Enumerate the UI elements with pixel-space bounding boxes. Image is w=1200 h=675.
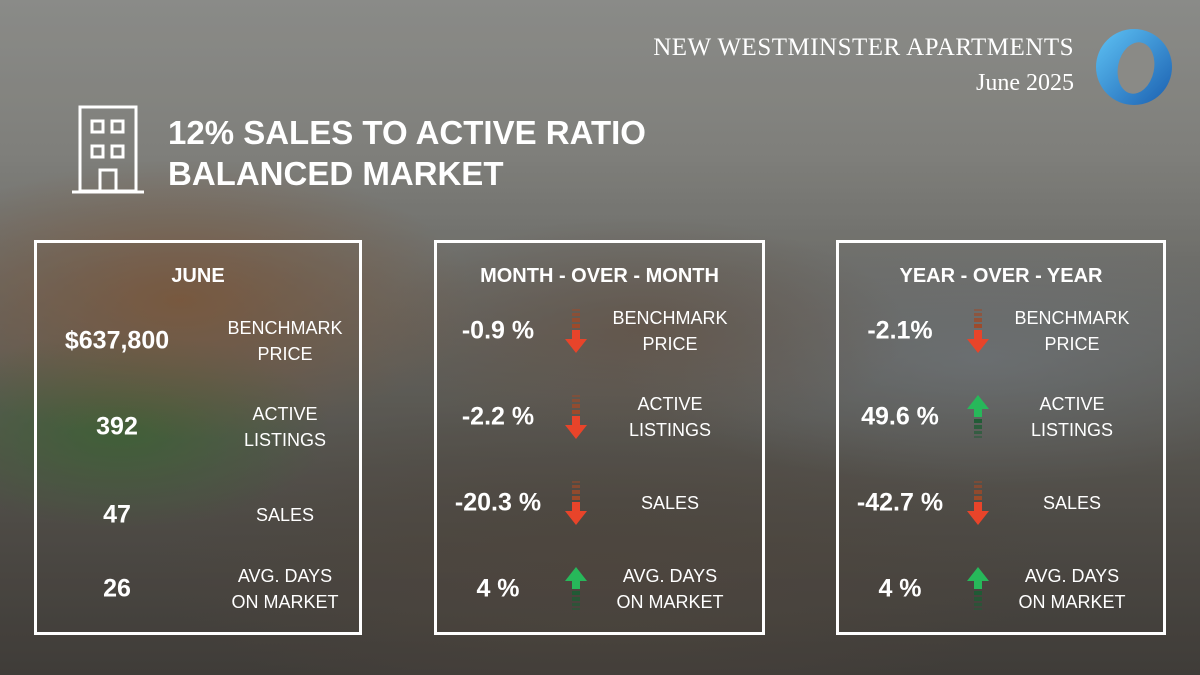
sales-ratio-text: 12% SALES TO ACTIVE RATIO <box>168 114 646 151</box>
trend-down-arrow-icon <box>967 309 989 353</box>
stat-row-benchmark: $637,800 BENCHMARK PRICE <box>37 311 359 371</box>
stat-value: $637,800 <box>64 326 170 355</box>
june-panel: JUNE $637,800 BENCHMARK PRICE 392 ACTIVE… <box>34 240 362 635</box>
stat-value: -0.9 % <box>461 316 535 345</box>
panel-title: MONTH - OVER - MONTH <box>480 265 719 287</box>
stat-label-line: ACTIVE <box>1039 394 1105 414</box>
stat-row-benchmark: -0.9 % BENCHMARK PRICE <box>437 301 762 361</box>
stat-label-line: PRICE <box>1044 334 1100 354</box>
stat-label: AVG. DAYS ON MARKET <box>205 563 365 615</box>
trend-up-arrow-icon <box>967 395 989 438</box>
stat-label: SALES <box>997 490 1147 516</box>
stat-label-line: ON MARKET <box>1018 592 1126 612</box>
stat-value: 4 % <box>878 574 922 603</box>
panel-title: YEAR - OVER - YEAR <box>899 265 1103 287</box>
stat-value: 4 % <box>476 574 520 603</box>
trend-down-arrow-icon <box>565 481 587 525</box>
stat-row-days: 4 % AVG. DAYS ON MARKET <box>437 559 762 619</box>
building-icon <box>72 105 144 194</box>
market-headline: 12% SALES TO ACTIVE RATIO BALANCED MARKE… <box>168 112 646 194</box>
stat-label-line: ON MARKET <box>616 592 724 612</box>
stat-label-line: AVG. DAYS <box>622 566 718 586</box>
report-date: June 2025 <box>976 70 1074 96</box>
trend-up-arrow-icon <box>967 567 989 610</box>
stat-label: AVG. DAYS ON MARKET <box>997 563 1147 615</box>
stat-row-active: -2.2 % ACTIVE LISTINGS <box>437 387 762 447</box>
stat-row-sales: 47 SALES <box>37 485 359 545</box>
stat-value: -20.3 % <box>454 488 542 517</box>
stat-row-benchmark: -2.1% BENCHMARK PRICE <box>839 301 1163 361</box>
trend-down-arrow-icon <box>565 309 587 353</box>
market-condition-text: BALANCED MARKET <box>168 155 504 192</box>
panel-title: JUNE <box>171 265 225 287</box>
stat-label: BENCHMARK PRICE <box>997 305 1147 357</box>
stat-row-sales: -42.7 % SALES <box>839 473 1163 533</box>
stat-row-days: 26 AVG. DAYS ON MARKET <box>37 559 359 619</box>
stat-label-line: LISTINGS <box>1030 420 1114 440</box>
stat-label-line: SALES <box>1042 493 1102 513</box>
stat-value: 26 <box>103 574 131 603</box>
stat-label: BENCHMARK PRICE <box>595 305 745 357</box>
stat-row-days: 4 % AVG. DAYS ON MARKET <box>839 559 1163 619</box>
stat-label-line: SALES <box>640 493 700 513</box>
stat-label: ACTIVE LISTINGS <box>997 391 1147 443</box>
stat-label: BENCHMARK PRICE <box>205 315 365 367</box>
stat-label: SALES <box>595 490 745 516</box>
stat-value: 49.6 % <box>861 402 939 431</box>
stat-value: 392 <box>96 412 138 441</box>
stat-label-line: BENCHMARK <box>612 308 728 328</box>
trend-down-arrow-icon <box>565 395 587 439</box>
stat-row-active: 392 ACTIVE LISTINGS <box>37 397 359 457</box>
stat-value: -2.2 % <box>461 402 535 431</box>
stat-label: AVG. DAYS ON MARKET <box>595 563 745 615</box>
stat-value: -2.1% <box>867 316 933 345</box>
year-over-year-panel: YEAR - OVER - YEAR -2.1% BENCHMARK PRICE… <box>836 240 1166 635</box>
month-over-month-panel: MONTH - OVER - MONTH -0.9 % BENCHMARK PR… <box>434 240 765 635</box>
stat-label-line: BENCHMARK <box>1014 308 1130 328</box>
stat-label-line: ACTIVE <box>252 404 318 424</box>
stat-label-line: ACTIVE <box>637 394 703 414</box>
stat-label: ACTIVE LISTINGS <box>205 401 365 453</box>
stat-label-line: PRICE <box>642 334 698 354</box>
stat-label-line: AVG. DAYS <box>1024 566 1120 586</box>
stat-value: 47 <box>103 500 131 529</box>
stat-label-line: SALES <box>255 505 315 525</box>
stat-label-line: PRICE <box>257 344 313 364</box>
stat-label: ACTIVE LISTINGS <box>595 391 745 443</box>
stat-value: -42.7 % <box>856 488 944 517</box>
report-title: NEW WESTMINSTER APARTMENTS <box>653 34 1074 61</box>
stat-label: SALES <box>205 502 365 528</box>
stat-row-active: 49.6 % ACTIVE LISTINGS <box>839 387 1163 447</box>
stat-label-line: LISTINGS <box>628 420 712 440</box>
stat-label-line: LISTINGS <box>243 430 327 450</box>
stat-label-line: AVG. DAYS <box>237 566 333 586</box>
trend-up-arrow-icon <box>565 567 587 610</box>
stat-label-line: BENCHMARK <box>227 318 343 338</box>
stat-row-sales: -20.3 % SALES <box>437 473 762 533</box>
brand-logo-icon <box>1096 29 1172 105</box>
trend-down-arrow-icon <box>967 481 989 525</box>
stat-label-line: ON MARKET <box>231 592 339 612</box>
